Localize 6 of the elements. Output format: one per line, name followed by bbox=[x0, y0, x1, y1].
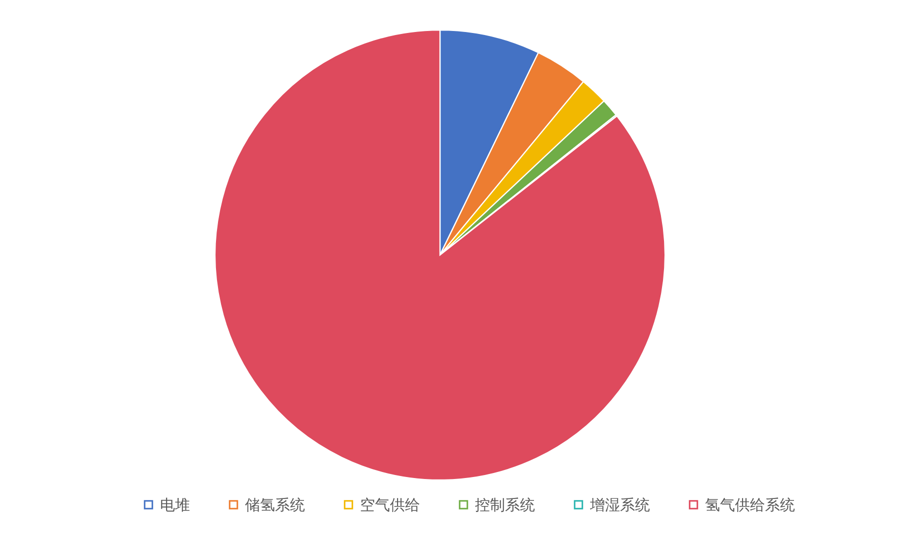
legend-label: 控制系统 bbox=[475, 496, 535, 514]
legend-label: 储氢系统 bbox=[245, 496, 305, 514]
legend-label: 氢气供给系统 bbox=[705, 496, 795, 514]
legend-label: 空气供给 bbox=[360, 496, 420, 514]
legend-label: 增湿系统 bbox=[589, 496, 650, 514]
legend-label: 电堆 bbox=[160, 496, 190, 514]
